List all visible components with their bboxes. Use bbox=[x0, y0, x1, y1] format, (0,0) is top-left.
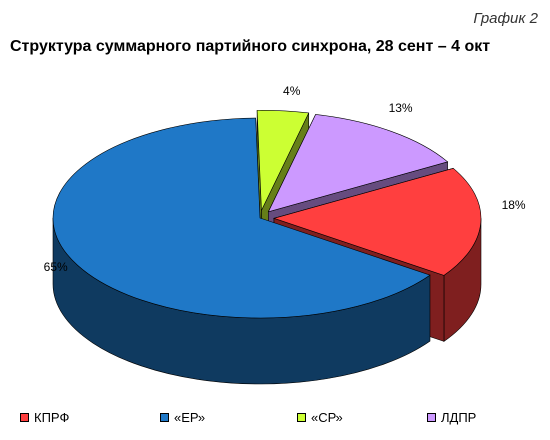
legend-item-er: «ЕР» bbox=[160, 410, 297, 425]
legend-label-kprf: КПРФ bbox=[34, 410, 70, 425]
legend-item-kprf: КПРФ bbox=[20, 410, 160, 425]
legend-label-sr: «СР» bbox=[311, 410, 343, 425]
chart-caption: График 2 bbox=[473, 10, 538, 27]
pie-slice-kprf bbox=[272, 167, 482, 276]
legend-swatch-ldpr bbox=[427, 413, 436, 422]
pie-slice-sr bbox=[256, 110, 310, 211]
pie-label-ldpr: 13% bbox=[389, 101, 413, 115]
pie-slice-ldpr bbox=[267, 114, 449, 213]
legend-swatch-er bbox=[160, 413, 169, 422]
chart-legend: КПРФ «ЕР» «СР» ЛДПР bbox=[20, 410, 540, 425]
legend-item-sr: «СР» bbox=[297, 410, 427, 425]
legend-swatch-kprf bbox=[20, 413, 29, 422]
legend-item-ldpr: ЛДПР bbox=[427, 410, 476, 425]
pie-slice-er bbox=[52, 117, 431, 319]
pie-label-sr: 4% bbox=[283, 84, 301, 98]
legend-label-er: «ЕР» bbox=[174, 410, 206, 425]
legend-swatch-sr bbox=[297, 413, 306, 422]
legend-label-ldpr: ЛДПР bbox=[441, 410, 477, 425]
pie-label-er: 65% bbox=[44, 260, 68, 274]
pie-label-kprf: 18% bbox=[502, 198, 526, 212]
chart-title: Структура суммарного партийного синхрона… bbox=[10, 38, 491, 55]
